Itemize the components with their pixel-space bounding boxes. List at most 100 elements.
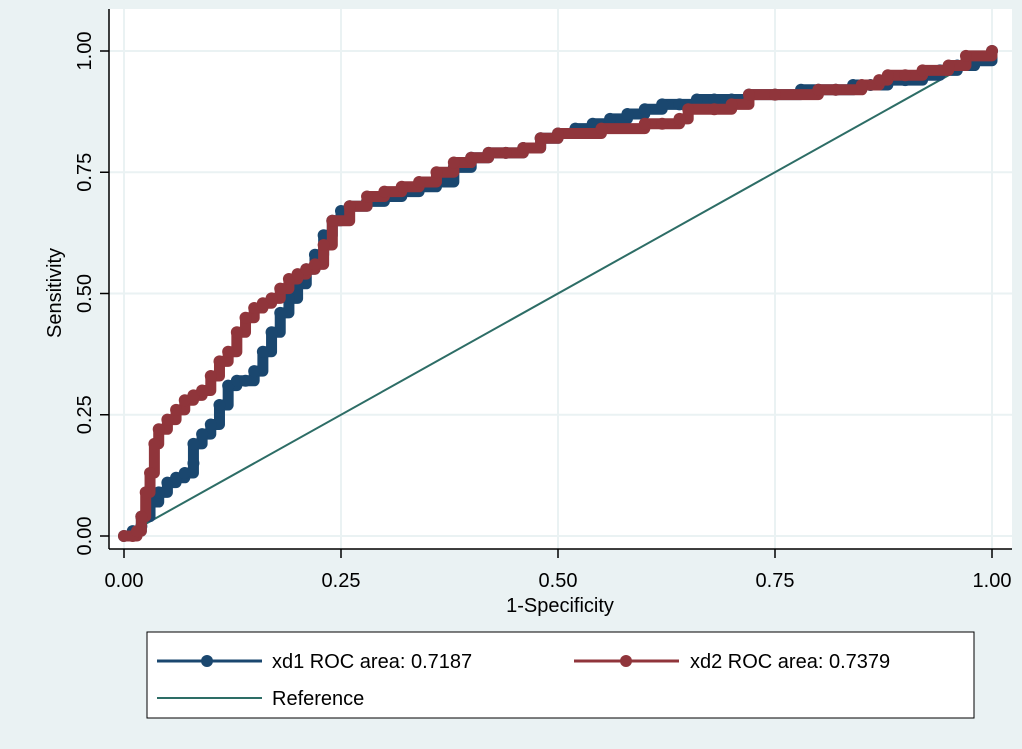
roc-point [178, 466, 191, 479]
roc-point [708, 103, 721, 116]
axes [100, 9, 1012, 558]
roc-point [656, 117, 669, 130]
roc-point [378, 185, 391, 198]
roc-point [204, 418, 217, 431]
legend-box [146, 631, 975, 719]
series-xd2 [118, 45, 998, 542]
roc-point [959, 49, 972, 62]
roc-point [395, 180, 408, 193]
plot-area [109, 9, 1012, 549]
roc-point [131, 525, 144, 538]
roc-point [769, 88, 781, 101]
roc-point [708, 93, 721, 106]
x-tick-label: 0.50 [539, 570, 578, 592]
x-tick-label: 0.00 [105, 570, 144, 592]
roc-point [317, 239, 330, 251]
roc-point [135, 510, 148, 523]
legend-marker-xd2 [620, 655, 632, 667]
roc-point [230, 326, 243, 339]
roc-point [465, 151, 478, 164]
roc-point [170, 403, 183, 416]
roc-point [638, 117, 651, 130]
roc-point [447, 156, 460, 169]
roc-point [274, 306, 287, 319]
roc-point [638, 103, 651, 116]
roc-point [256, 345, 269, 358]
roc-point [942, 59, 955, 72]
roc-point [239, 311, 252, 324]
roc-point [482, 146, 495, 159]
roc-point [213, 399, 226, 412]
roc-point [725, 98, 738, 111]
roc-point [148, 437, 161, 450]
grid-lines [109, 9, 1012, 549]
legend-marker-xd1 [201, 655, 213, 667]
roc-point [213, 355, 226, 368]
roc-point [274, 282, 287, 295]
roc-point [673, 112, 686, 125]
roc-point [230, 374, 243, 387]
roc-point [265, 292, 278, 305]
reference-line [123, 50, 993, 537]
y-axis-title: Sensitivity [44, 248, 66, 338]
roc-point [829, 83, 842, 96]
roc-point [899, 69, 912, 82]
roc-point [196, 428, 209, 441]
roc-point [196, 384, 209, 397]
roc-point [248, 365, 261, 378]
roc-point [690, 93, 703, 106]
roc-point [326, 214, 339, 227]
roc-point [621, 108, 634, 121]
roc-point [118, 530, 130, 542]
roc-point [361, 190, 374, 203]
x-axis-title: 1-Specificity [506, 595, 614, 617]
roc-point [742, 88, 755, 101]
roc-point [656, 98, 669, 111]
series-layer [118, 45, 998, 542]
roc-point [430, 166, 443, 179]
legend-label-reference: Reference [272, 688, 364, 710]
x-tick-label: 0.25 [322, 570, 361, 592]
y-tick-label: 0.00 [74, 517, 96, 556]
roc-point [239, 374, 252, 387]
x-tick-label: 0.75 [756, 570, 795, 592]
roc-point [881, 69, 894, 82]
roc-point [222, 345, 235, 358]
roc-point [855, 78, 868, 91]
roc-point [187, 437, 200, 450]
roc-point [152, 423, 165, 436]
roc-point [812, 83, 825, 96]
roc-point [986, 45, 998, 57]
y-tick-label: 0.75 [74, 153, 96, 192]
roc-point [916, 64, 929, 77]
x-tick-label: 1.00 [973, 570, 1012, 592]
roc-point [204, 369, 217, 382]
roc-point [139, 486, 152, 499]
roc-point [534, 132, 547, 145]
roc-point [517, 142, 530, 154]
legend-label-xd2: xd2 ROC area: 0.7379 [690, 651, 890, 673]
roc-point [682, 103, 695, 116]
roc-point [161, 413, 174, 426]
roc-point [343, 200, 356, 213]
roc-point [265, 326, 278, 339]
roc-point [152, 486, 165, 499]
roc-point [499, 146, 512, 159]
roc-point [308, 248, 321, 261]
y-tick-label: 1.00 [74, 32, 96, 71]
y-tick-label: 0.25 [74, 395, 96, 434]
roc-point [144, 466, 157, 479]
roc-point [308, 258, 321, 271]
roc-point [552, 127, 564, 140]
roc-point [413, 175, 426, 188]
tick-labels: 0.00 0.25 0.50 0.75 1.00 0.00 0.25 0.50 0.75 1.00 [74, 32, 1011, 592]
y-tick-label: 0.50 [74, 274, 96, 313]
roc-point [282, 292, 295, 305]
roc-point [604, 112, 617, 125]
roc-point [595, 122, 608, 135]
series-reference [123, 50, 993, 537]
roc-point [317, 229, 330, 242]
legend: xd1 ROC area: 0.7187 xd2 ROC area: 0.737… [146, 631, 975, 719]
roc-point [187, 457, 200, 470]
